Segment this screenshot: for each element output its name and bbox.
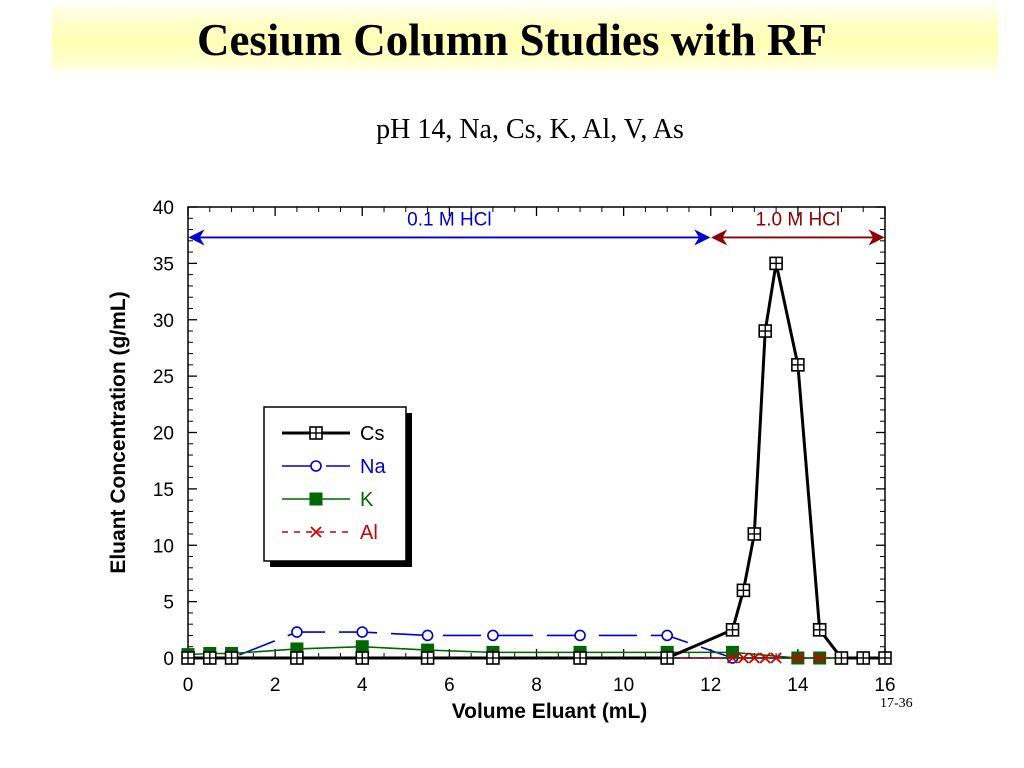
data-point-na: [574, 629, 586, 642]
data-point-cs: [736, 583, 751, 598]
legend-item-cs: Cs: [282, 423, 384, 445]
marker-circle: [487, 629, 499, 642]
series-cs: [181, 256, 892, 665]
marker-circle: [356, 626, 369, 638]
legend-item-k: K: [282, 489, 374, 511]
legend-item-na: Na: [282, 456, 386, 478]
data-point-cs: [573, 651, 587, 665]
data-point-cs: [812, 623, 827, 637]
data-point-cs: [660, 651, 674, 665]
data-point-cs: [290, 651, 304, 665]
marker-square: [355, 640, 369, 654]
data-point-cs: [181, 651, 195, 665]
eluent-label: 1.0 M HCl: [756, 209, 840, 230]
y-tick-label: 20: [153, 424, 174, 445]
data-point-al: [814, 652, 826, 664]
legend-label-k: K: [360, 489, 374, 511]
marker-square: [726, 645, 740, 659]
data-point-cs: [725, 623, 740, 637]
x-tick-label: 14: [787, 675, 809, 696]
y-tick-label: 0: [163, 649, 174, 670]
marker-stroke: [737, 652, 750, 664]
marker-circle: [310, 460, 322, 472]
data-point-cs: [747, 527, 762, 541]
data-point-cs: [486, 651, 500, 665]
data-point-cs: [355, 651, 370, 665]
y-tick-label: 5: [163, 593, 174, 614]
data-point-k: [726, 645, 740, 659]
x-tick-label: 12: [700, 675, 721, 696]
marker-circle: [661, 629, 673, 642]
data-point-cs: [758, 324, 773, 338]
x-tick-label: 8: [531, 675, 542, 696]
data-point-al: [792, 652, 804, 664]
slide-number: 17-36: [880, 696, 913, 711]
data-point-cs: [856, 651, 871, 665]
data-point-cs: [420, 651, 435, 665]
slide-title: Cesium Column Studies with RF: [196, 15, 828, 65]
data-point-al: [726, 652, 739, 664]
marker-stroke: [748, 652, 760, 664]
marker-stroke: [726, 652, 739, 664]
data-point-cs: [202, 651, 217, 665]
legend-marker-cs: [309, 426, 323, 440]
data-point-na: [421, 629, 434, 642]
data-point-cs: [791, 358, 805, 372]
y-tick-label: 35: [153, 254, 174, 275]
data-point-al: [759, 652, 771, 664]
x-tick-label: 6: [444, 675, 455, 696]
data-point-na: [487, 629, 499, 642]
legend-label-cs: Cs: [360, 423, 384, 445]
data-point-al: [770, 652, 782, 664]
data-point-cs: [769, 256, 783, 271]
y-tick-label: 40: [153, 198, 174, 219]
legend-marker-k: [309, 492, 323, 506]
data-point-k: [355, 640, 369, 654]
series-line-na: [188, 631, 733, 659]
legend-label-na: Na: [360, 456, 386, 478]
x-tick-label: 10: [613, 675, 634, 696]
x-tick-label: 2: [270, 675, 281, 696]
y-tick-label: 15: [153, 480, 174, 501]
x-tick-label: 0: [183, 675, 194, 696]
data-point-cs: [224, 651, 239, 665]
x-tick-label: 4: [357, 675, 368, 696]
marker-circle: [574, 629, 586, 642]
y-tick-label: 30: [153, 311, 174, 332]
data-point-cs: [878, 651, 892, 665]
data-point-al: [737, 652, 750, 664]
data-point-al: [748, 652, 760, 664]
title-band: [52, 0, 998, 76]
data-point-na: [291, 626, 303, 638]
marker-stroke: [792, 652, 804, 664]
y-tick-label: 10: [153, 536, 174, 557]
slide-subtitle: pH 14, Na, Cs, K, Al, V, As: [376, 114, 684, 145]
marker-square: [309, 492, 323, 506]
legend-label-al: Al: [360, 522, 378, 544]
data-point-cs: [834, 651, 849, 665]
legend-item-al: Al: [282, 522, 378, 544]
marker-stroke: [759, 652, 771, 664]
marker-stroke: [814, 652, 826, 664]
x-tick-label: 16: [874, 675, 895, 696]
eluent-label: 0.1 M HCl: [407, 209, 491, 230]
marker-circle: [421, 629, 434, 642]
legend-marker-na: [310, 460, 322, 472]
marker-stroke: [310, 526, 322, 538]
y-tick-label: 25: [153, 367, 174, 388]
data-point-na: [356, 626, 369, 638]
x-axis-title: Volume Eluant (mL): [452, 700, 648, 723]
data-point-na: [661, 629, 673, 642]
series-k: [181, 640, 892, 665]
marker-stroke: [770, 652, 782, 664]
y-axis-title: Eluant Concentration (g/mL): [107, 291, 130, 573]
legend-marker-al: [310, 526, 322, 538]
legend-box: [263, 406, 407, 562]
marker-circle: [291, 626, 303, 638]
